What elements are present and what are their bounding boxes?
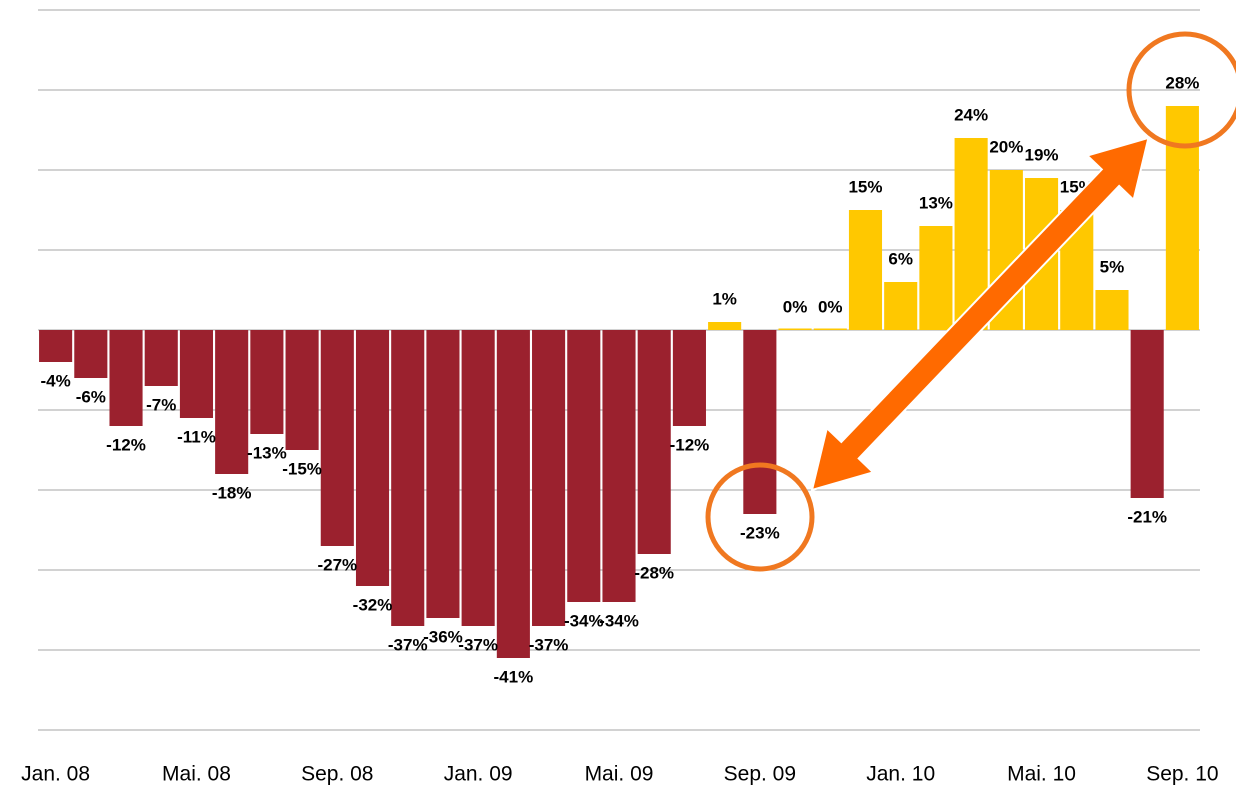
bar bbox=[426, 330, 460, 618]
bar bbox=[884, 282, 918, 330]
bar bbox=[637, 330, 671, 554]
data-label: -28% bbox=[634, 563, 674, 582]
bar bbox=[567, 330, 601, 602]
bar bbox=[1130, 330, 1164, 498]
arrow-shape bbox=[810, 136, 1150, 492]
data-label: 15% bbox=[848, 177, 882, 196]
bar bbox=[496, 330, 530, 658]
x-tick-label: Sep. 10 bbox=[1146, 763, 1218, 786]
data-label: -34% bbox=[564, 611, 604, 630]
x-tick-label: Mai. 08 bbox=[162, 763, 231, 786]
bar bbox=[602, 330, 636, 602]
bar bbox=[39, 330, 73, 362]
x-tick-label: Sep. 09 bbox=[724, 763, 796, 786]
data-label: 13% bbox=[919, 193, 953, 212]
bar bbox=[532, 330, 566, 626]
bar bbox=[848, 210, 883, 330]
highlight-circle bbox=[705, 462, 815, 572]
data-label: -36% bbox=[423, 627, 463, 646]
data-label: -23% bbox=[740, 523, 780, 542]
bar bbox=[109, 330, 143, 426]
data-label: -18% bbox=[212, 483, 252, 502]
bar bbox=[919, 226, 953, 330]
bar bbox=[1165, 106, 1199, 330]
x-tick-label: Mai. 10 bbox=[1007, 763, 1076, 786]
bar bbox=[672, 330, 706, 426]
bar bbox=[743, 330, 777, 514]
bar bbox=[708, 322, 742, 330]
data-label: 1% bbox=[712, 289, 737, 308]
data-label: -34% bbox=[599, 611, 639, 630]
data-label: -13% bbox=[247, 443, 287, 462]
bar bbox=[778, 328, 812, 330]
data-label: -11% bbox=[177, 427, 216, 446]
data-label: -15% bbox=[282, 459, 322, 478]
data-label: -41% bbox=[494, 667, 534, 686]
data-label: -6% bbox=[76, 387, 106, 406]
data-label: 0% bbox=[783, 297, 808, 316]
bar bbox=[355, 330, 390, 586]
bar bbox=[461, 330, 495, 626]
x-tick-label: Jan. 10 bbox=[866, 763, 935, 786]
data-label: -37% bbox=[529, 635, 569, 654]
data-label: -12% bbox=[670, 435, 710, 454]
bar bbox=[285, 330, 319, 450]
data-label: -12% bbox=[106, 435, 146, 454]
bar bbox=[1095, 290, 1129, 330]
data-label: -37% bbox=[388, 635, 428, 654]
labels: Jan. 08-4%-6%-12%-7%Mai. 08-11%-18%-13%-… bbox=[21, 73, 1218, 785]
x-tick-label: Mai. 09 bbox=[585, 763, 654, 786]
data-label: 24% bbox=[954, 105, 988, 124]
data-label: 5% bbox=[1100, 257, 1125, 276]
data-label: 0% bbox=[818, 297, 843, 316]
bar bbox=[391, 330, 425, 626]
data-label: 6% bbox=[888, 249, 913, 268]
bar bbox=[74, 330, 108, 378]
double-arrow bbox=[810, 136, 1150, 492]
data-label: -21% bbox=[1127, 507, 1167, 526]
data-label: 19% bbox=[1025, 145, 1059, 164]
bar bbox=[144, 330, 178, 386]
x-tick-label: Jan. 08 bbox=[21, 763, 90, 786]
data-label: -37% bbox=[458, 635, 498, 654]
bar bbox=[320, 330, 354, 546]
data-label: 20% bbox=[989, 137, 1023, 156]
bars bbox=[39, 106, 1199, 658]
x-tick-label: Sep. 08 bbox=[301, 763, 373, 786]
x-tick-label: Jan. 09 bbox=[444, 763, 513, 786]
bar bbox=[250, 330, 284, 434]
data-label: -4% bbox=[40, 371, 70, 390]
data-label: -32% bbox=[353, 595, 393, 614]
highlight-circle bbox=[1126, 31, 1236, 149]
bar bbox=[179, 330, 214, 418]
data-label: -7% bbox=[146, 395, 176, 414]
data-label: -27% bbox=[317, 555, 357, 574]
data-label: 28% bbox=[1165, 73, 1199, 92]
bar bbox=[813, 328, 847, 330]
annotation bbox=[705, 31, 1236, 572]
bar bbox=[215, 330, 249, 474]
